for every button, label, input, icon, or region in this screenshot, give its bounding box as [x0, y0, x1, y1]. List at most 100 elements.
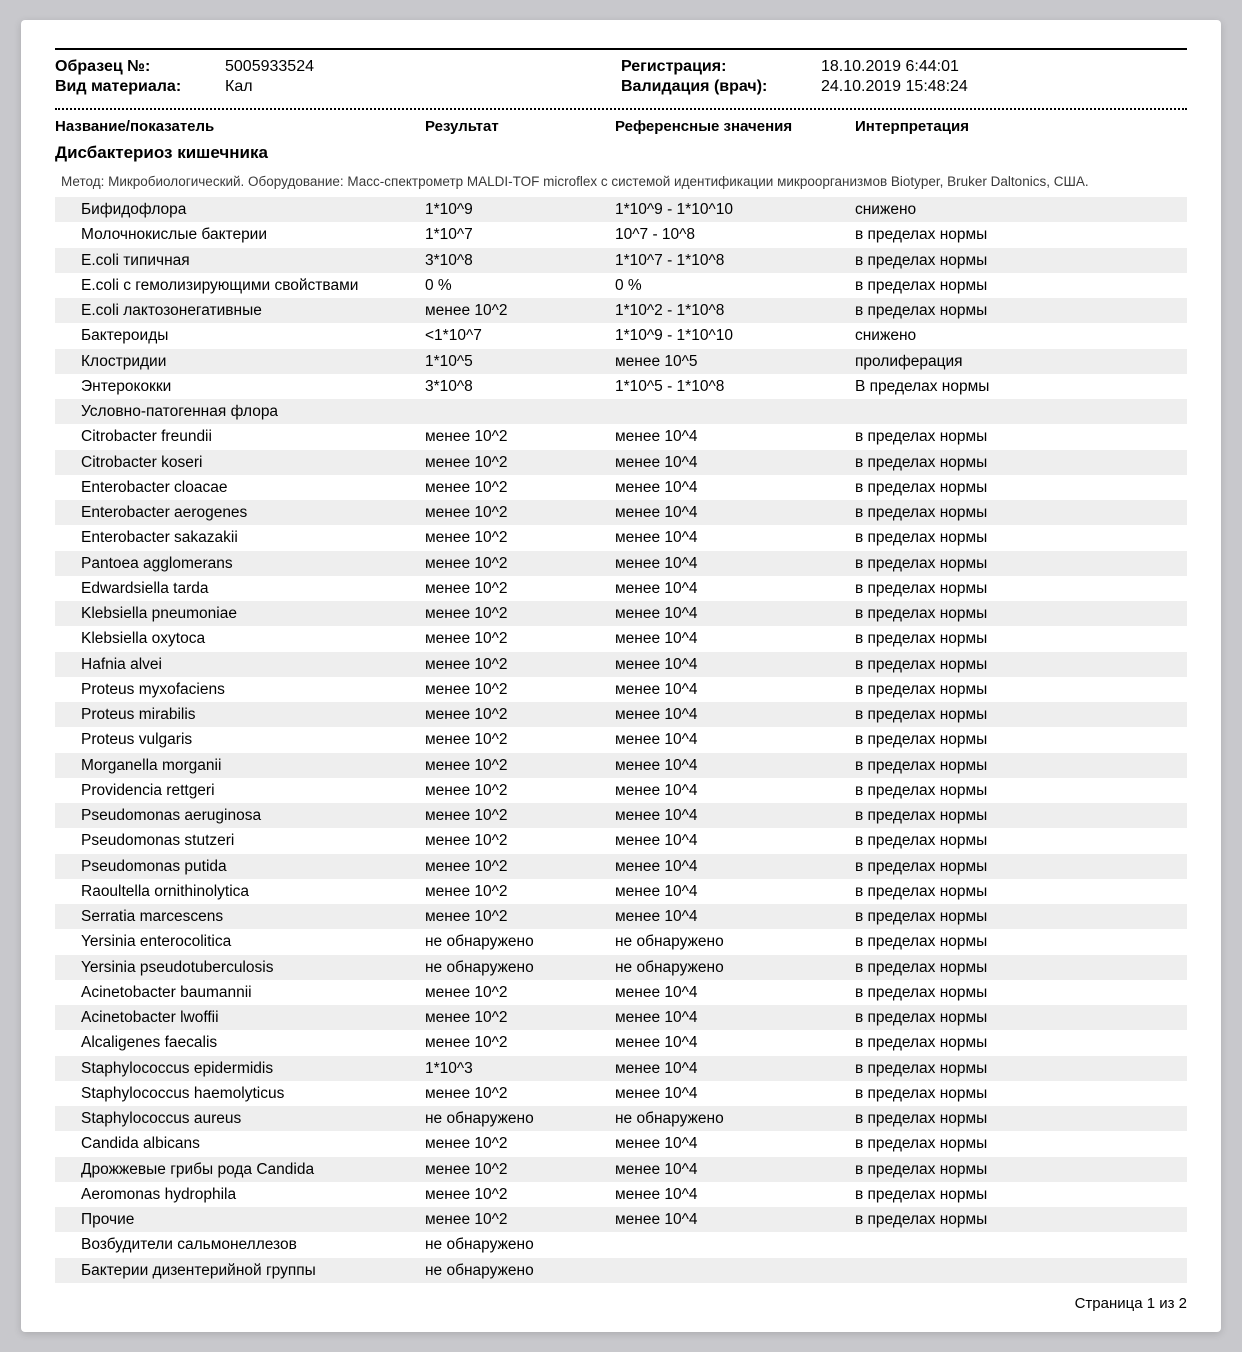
cell-reference: менее 10^4	[615, 526, 855, 549]
cell-interpretation: в пределах нормы	[855, 577, 1187, 600]
cell-reference: менее 10^4	[615, 602, 855, 625]
cell-reference: менее 10^4	[615, 880, 855, 903]
table-row: Acinetobacter lwoffiiменее 10^2менее 10^…	[55, 1005, 1187, 1030]
cell-name: Staphylococcus aureus	[55, 1107, 425, 1130]
cell-interpretation: в пределах нормы	[855, 804, 1187, 827]
meta-right: Регистрация: 18.10.2019 6:44:01 Валидаци…	[621, 56, 1187, 98]
meta-row-material: Вид материала: Кал	[55, 78, 621, 96]
cell-name: Staphylococcus epidermidis	[55, 1057, 425, 1080]
cell-reference: менее 10^4	[615, 653, 855, 676]
cell-reference: менее 10^4	[615, 754, 855, 777]
table-row: Citrobacter freundiiменее 10^2менее 10^4…	[55, 424, 1187, 449]
cell-result: менее 10^2	[425, 526, 615, 549]
cell-reference: менее 10^4	[615, 425, 855, 448]
cell-result: менее 10^2	[425, 425, 615, 448]
cell-interpretation: в пределах нормы	[855, 1208, 1187, 1231]
cell-name: Enterobacter aerogenes	[55, 501, 425, 524]
table-row: Hafnia alveiменее 10^2менее 10^4в предел…	[55, 652, 1187, 677]
cell-name: Прочие	[55, 1208, 425, 1231]
cell-interpretation: в пределах нормы	[855, 501, 1187, 524]
cell-name: Klebsiella oxytoca	[55, 627, 425, 650]
cell-interpretation	[855, 1259, 1187, 1282]
cell-result: менее 10^2	[425, 1006, 615, 1029]
cell-result: менее 10^2	[425, 703, 615, 726]
table-row: Staphylococcus epidermidis1*10^3менее 10…	[55, 1056, 1187, 1081]
cell-interpretation: в пределах нормы	[855, 1132, 1187, 1155]
cell-interpretation: в пределах нормы	[855, 602, 1187, 625]
cell-name: Citrobacter koseri	[55, 451, 425, 474]
cell-result: менее 10^2	[425, 552, 615, 575]
cell-result: <1*10^7	[425, 324, 615, 347]
cell-interpretation: в пределах нормы	[855, 1158, 1187, 1181]
cell-result: менее 10^2	[425, 501, 615, 524]
cell-reference: 10^7 - 10^8	[615, 223, 855, 246]
cell-name: Edwardsiella tarda	[55, 577, 425, 600]
cell-interpretation: снижено	[855, 198, 1187, 221]
cell-name: Молочнокислые бактерии	[55, 223, 425, 246]
validation-value: 24.10.2019 15:48:24	[821, 78, 968, 96]
cell-reference	[615, 1233, 855, 1256]
cell-result: менее 10^2	[425, 855, 615, 878]
cell-interpretation: в пределах нормы	[855, 728, 1187, 751]
table-row: Yersinia pseudotuberculosisне обнаружено…	[55, 955, 1187, 980]
cell-result: менее 10^2	[425, 678, 615, 701]
cell-name: Citrobacter freundii	[55, 425, 425, 448]
table-row: Serratia marcescensменее 10^2менее 10^4в…	[55, 904, 1187, 929]
table-row: Бактероиды<1*10^71*10^9 - 1*10^10снижено	[55, 323, 1187, 348]
cell-reference: менее 10^4	[615, 451, 855, 474]
table-row: Klebsiella pneumoniaeменее 10^2менее 10^…	[55, 601, 1187, 626]
cell-name: Бактерии дизентерийной группы	[55, 1259, 425, 1282]
table-row: Yersinia enterocoliticaне обнаруженоне о…	[55, 929, 1187, 954]
cell-result: менее 10^2	[425, 1082, 615, 1105]
cell-reference: не обнаружено	[615, 956, 855, 979]
cell-name: Возбудители сальмонеллезов	[55, 1233, 425, 1256]
table-row: Morganella morganiiменее 10^2менее 10^4в…	[55, 753, 1187, 778]
cell-interpretation: в пределах нормы	[855, 274, 1187, 297]
cell-interpretation: пролиферация	[855, 350, 1187, 373]
cell-reference: менее 10^4	[615, 779, 855, 802]
cell-result: не обнаружено	[425, 930, 615, 953]
cell-result: менее 10^2	[425, 728, 615, 751]
cell-name: Pantoea agglomerans	[55, 552, 425, 575]
cell-interpretation: в пределах нормы	[855, 880, 1187, 903]
cell-interpretation: в пределах нормы	[855, 779, 1187, 802]
cell-name: Proteus myxofaciens	[55, 678, 425, 701]
cell-interpretation: в пределах нормы	[855, 476, 1187, 499]
cell-interpretation: в пределах нормы	[855, 678, 1187, 701]
cell-reference: менее 10^4	[615, 855, 855, 878]
top-rule	[55, 48, 1187, 50]
cell-reference: менее 10^4	[615, 1006, 855, 1029]
cell-result: менее 10^2	[425, 451, 615, 474]
cell-reference: 1*10^7 - 1*10^8	[615, 249, 855, 272]
dotted-rule	[55, 108, 1187, 110]
column-headers: Название/показатель Результат Референсны…	[55, 118, 1187, 135]
cell-reference: менее 10^4	[615, 829, 855, 852]
table-row: Прочиеменее 10^2менее 10^4в пределах нор…	[55, 1207, 1187, 1232]
meta-block: Образец №: 5005933524 Вид материала: Кал…	[55, 56, 1187, 98]
cell-interpretation: в пределах нормы	[855, 1183, 1187, 1206]
cell-result: менее 10^2	[425, 1183, 615, 1206]
cell-result: менее 10^2	[425, 476, 615, 499]
cell-name: Условно-патогенная флора	[55, 400, 425, 423]
cell-reference: менее 10^4	[615, 1158, 855, 1181]
col-interpretation: Интерпретация	[855, 118, 1187, 135]
cell-result: не обнаружено	[425, 1233, 615, 1256]
cell-interpretation: в пределах нормы	[855, 451, 1187, 474]
report-page: Образец №: 5005933524 Вид материала: Кал…	[21, 20, 1221, 1332]
cell-reference: менее 10^4	[615, 476, 855, 499]
table-row: Alcaligenes faecalisменее 10^2менее 10^4…	[55, 1030, 1187, 1055]
cell-interpretation: в пределах нормы	[855, 981, 1187, 1004]
cell-result: менее 10^2	[425, 829, 615, 852]
cell-interpretation: в пределах нормы	[855, 653, 1187, 676]
cell-interpretation: в пределах нормы	[855, 829, 1187, 852]
cell-reference: менее 10^5	[615, 350, 855, 373]
cell-interpretation: в пределах нормы	[855, 627, 1187, 650]
table-row: E.coli типичная3*10^81*10^7 - 1*10^8в пр…	[55, 248, 1187, 273]
material-value: Кал	[225, 78, 253, 96]
cell-name: Hafnia alvei	[55, 653, 425, 676]
cell-name: Клостридии	[55, 350, 425, 373]
cell-reference: менее 10^4	[615, 905, 855, 928]
cell-name: Proteus mirabilis	[55, 703, 425, 726]
cell-name: Acinetobacter baumannii	[55, 981, 425, 1004]
cell-interpretation: в пределах нормы	[855, 703, 1187, 726]
